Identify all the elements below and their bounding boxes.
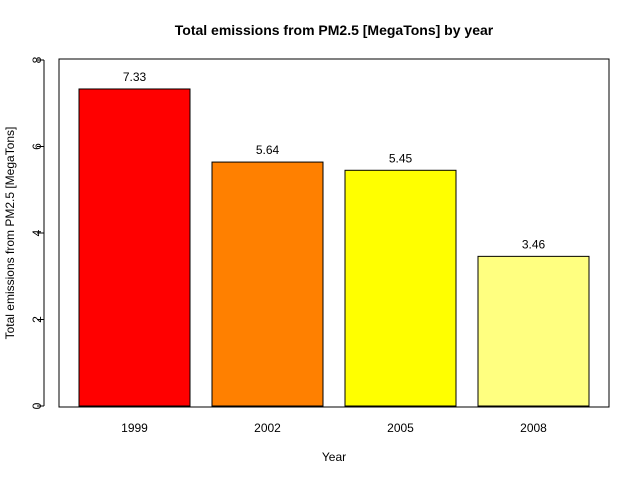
bar	[211, 161, 324, 407]
y-tick-label: 6	[30, 143, 44, 150]
y-tick-label: 2	[30, 316, 44, 323]
bar	[344, 169, 457, 407]
bar-value-label: 3.46	[522, 237, 546, 251]
bar-value-label: 5.64	[256, 143, 280, 157]
x-axis: 1999 2002 2005 2008	[121, 421, 547, 435]
bars: 7.33 5.64 5.45 3.46	[78, 70, 590, 407]
x-axis-label: Year	[322, 450, 346, 464]
bar	[78, 88, 191, 407]
y-axis-label: Total emissions from PM2.5 [MegaTons]	[3, 127, 17, 340]
x-tick-label: 2005	[387, 421, 414, 435]
y-axis: 0 2 4 6 8	[30, 56, 45, 409]
y-tick-label: 8	[30, 56, 44, 63]
bar-value-label: 7.33	[123, 70, 147, 84]
bar	[477, 255, 590, 407]
x-tick-label: 1999	[121, 421, 148, 435]
x-tick-label: 2002	[254, 421, 281, 435]
y-tick-label: 0	[30, 402, 44, 409]
bar-value-label: 5.45	[389, 151, 413, 165]
plot-frame	[58, 58, 610, 408]
x-tick-label: 2008	[520, 421, 547, 435]
y-tick-label: 4	[30, 229, 44, 236]
chart-title: Total emissions from PM2.5 [MegaTons] by…	[175, 22, 494, 38]
